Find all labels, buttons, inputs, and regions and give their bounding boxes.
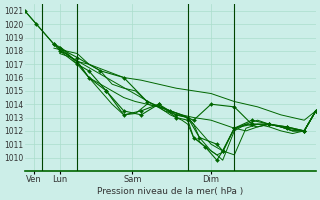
X-axis label: Pression niveau de la mer( hPa ): Pression niveau de la mer( hPa )	[97, 187, 244, 196]
